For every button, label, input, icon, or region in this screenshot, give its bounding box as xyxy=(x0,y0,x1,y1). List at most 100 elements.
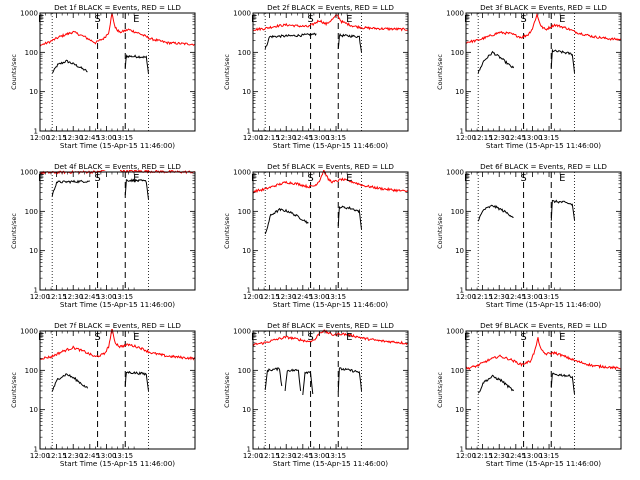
lld-series-line xyxy=(253,329,408,347)
y-axis-label: Counts/sec xyxy=(10,213,18,249)
y-tick-label: 1 xyxy=(247,287,251,295)
plot-frame xyxy=(465,171,622,291)
event-marker-label: S xyxy=(94,332,100,343)
x-axis-label: Start Time (15-Apr-15 11:46:00) xyxy=(486,141,601,150)
event-marker-label: E xyxy=(464,332,470,343)
plot-frame xyxy=(465,12,622,132)
lld-series-line xyxy=(40,329,195,361)
event-marker-label: E xyxy=(38,332,44,343)
events-series-line xyxy=(477,204,514,222)
y-tick-label: 100 xyxy=(25,49,38,57)
y-tick-label: 1000 xyxy=(446,10,464,18)
event-marker-label: E xyxy=(38,173,44,184)
plot-frame xyxy=(39,171,196,291)
x-tick-label: 12:15 xyxy=(260,293,280,301)
y-tick-label: 1 xyxy=(460,446,464,454)
plot-frame xyxy=(39,330,196,450)
y-tick-label: 100 xyxy=(25,208,38,216)
y-tick-label: 10 xyxy=(455,247,464,255)
x-tick-label: 13:00 xyxy=(96,134,116,142)
event-marker-label: E xyxy=(346,14,352,25)
y-tick-label: 10 xyxy=(29,247,38,255)
events-series-line xyxy=(477,50,515,74)
x-tick-label: 13:15 xyxy=(113,293,133,301)
y-axis-label: Counts/sec xyxy=(436,213,444,249)
events-series-line xyxy=(302,371,314,396)
plot-frame xyxy=(252,171,409,291)
x-tick-label: 13:15 xyxy=(326,452,346,460)
y-tick-label: 1 xyxy=(34,287,38,295)
x-tick-label: 12:30 xyxy=(276,452,296,460)
x-tick-label: 12:00 xyxy=(456,134,476,142)
x-tick-label: 12:30 xyxy=(276,134,296,142)
events-series-line xyxy=(550,48,575,73)
y-tick-label: 1000 xyxy=(233,169,251,177)
y-tick-label: 1000 xyxy=(446,328,464,336)
y-tick-label: 1000 xyxy=(233,10,251,18)
x-tick-label: 13:15 xyxy=(113,452,133,460)
event-marker-label: E xyxy=(251,14,257,25)
y-tick-label: 10 xyxy=(242,406,251,414)
y-tick-label: 1 xyxy=(247,128,251,136)
event-marker-label: E xyxy=(559,173,565,184)
events-series-line xyxy=(337,367,362,392)
x-tick-label: 12:45 xyxy=(506,134,526,142)
event-marker-label: S xyxy=(307,173,313,184)
y-tick-label: 1000 xyxy=(233,328,251,336)
y-tick-label: 100 xyxy=(238,367,251,375)
y-tick-label: 10 xyxy=(29,406,38,414)
events-series-line xyxy=(337,205,362,230)
x-tick-label: 13:00 xyxy=(522,452,542,460)
event-marker-label: S xyxy=(94,14,100,25)
y-axis-label: Counts/sec xyxy=(436,54,444,90)
panel-title: Det 2f BLACK = Events, RED = LLD xyxy=(267,3,394,12)
event-marker-label: E xyxy=(346,173,352,184)
x-tick-label: 13:15 xyxy=(326,134,346,142)
x-tick-label: 12:30 xyxy=(276,293,296,301)
x-tick-label: 12:45 xyxy=(506,452,526,460)
panel-title: Det 3f BLACK = Events, RED = LLD xyxy=(480,3,607,12)
x-tick-label: 12:00 xyxy=(243,134,263,142)
y-tick-label: 10 xyxy=(455,406,464,414)
events-series-line xyxy=(52,59,88,73)
x-tick-label: 12:15 xyxy=(473,134,493,142)
panel-title: Det 7f BLACK = Events, RED = LLD xyxy=(54,321,181,330)
event-marker-label: S xyxy=(307,14,313,25)
plot-frame xyxy=(252,12,409,132)
y-tick-label: 10 xyxy=(242,88,251,96)
event-marker-label: E xyxy=(464,14,470,25)
detector-panel-4: Det 4f BLACK = Events, RED = LLD 1 10 100 10… xyxy=(10,162,196,309)
y-axis-label: Counts/sec xyxy=(223,372,231,408)
events-series-line xyxy=(264,207,309,235)
x-tick-label: 12:45 xyxy=(293,452,313,460)
detector-panel-7: Det 7f BLACK = Events, RED = LLD 1 10 100 10… xyxy=(10,321,196,468)
y-tick-label: 100 xyxy=(238,208,251,216)
x-tick-label: 12:00 xyxy=(456,452,476,460)
x-tick-label: 12:15 xyxy=(47,134,67,142)
lld-series-line xyxy=(253,14,408,32)
x-tick-label: 12:45 xyxy=(80,293,100,301)
event-marker-label: S xyxy=(520,173,526,184)
detector-panel-8: Det 8f BLACK = Events, RED = LLD 1 10 100 10… xyxy=(223,321,409,468)
x-tick-label: 12:15 xyxy=(260,134,280,142)
events-series-line xyxy=(264,367,283,390)
x-axis-label: Start Time (15-Apr-15 11:46:00) xyxy=(273,141,388,150)
event-marker-label: E xyxy=(251,173,257,184)
y-tick-label: 1 xyxy=(460,287,464,295)
events-series-line xyxy=(284,368,302,391)
y-axis-label: Counts/sec xyxy=(10,372,18,408)
x-tick-label: 12:15 xyxy=(473,293,493,301)
x-tick-label: 12:45 xyxy=(506,293,526,301)
x-tick-label: 12:30 xyxy=(489,293,509,301)
event-marker-label: E xyxy=(559,14,565,25)
x-tick-label: 13:15 xyxy=(326,293,346,301)
y-tick-label: 1000 xyxy=(446,169,464,177)
event-marker-label: S xyxy=(520,14,526,25)
event-marker-label: S xyxy=(307,332,313,343)
y-tick-label: 100 xyxy=(451,208,464,216)
events-series-line xyxy=(124,370,149,391)
x-tick-label: 12:30 xyxy=(489,134,509,142)
events-series-line xyxy=(477,374,515,394)
panel-title: Det 9f BLACK = Events, RED = LLD xyxy=(480,321,607,330)
x-tick-label: 13:00 xyxy=(522,293,542,301)
